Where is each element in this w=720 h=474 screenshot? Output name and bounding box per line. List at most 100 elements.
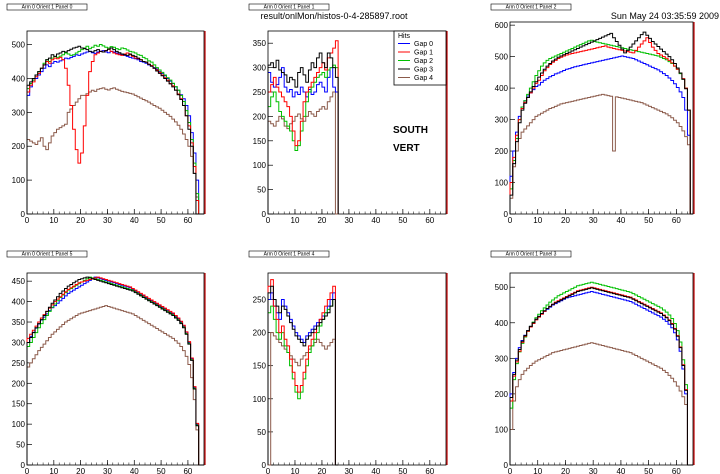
plot-frame bbox=[509, 272, 694, 466]
legend-entry-2: Gap 2 bbox=[414, 58, 433, 65]
x-tick-label: 30 bbox=[344, 216, 353, 225]
y-tick-label: 100 bbox=[12, 176, 26, 185]
x-tick-label: 40 bbox=[130, 216, 139, 225]
x-tick-label: 40 bbox=[616, 467, 625, 474]
x-tick-label: 60 bbox=[425, 216, 434, 225]
panel-4: Arm 0 Orient 1 Panel 4 0 50 100 150 200 250 0 10… bbox=[248, 250, 448, 474]
y-tick-label: 50 bbox=[16, 441, 25, 450]
x-tick-label: 60 bbox=[672, 467, 681, 474]
legend-entry-4: Gap 4 bbox=[414, 75, 433, 82]
y-tick-label: 300 bbox=[253, 64, 267, 73]
legend-title: Hits bbox=[398, 33, 411, 40]
series-0-histogram bbox=[509, 55, 693, 215]
y-tick-label: 300 bbox=[12, 338, 26, 347]
y-tick-label: 200 bbox=[253, 329, 267, 338]
y-tick-label: 500 bbox=[12, 41, 26, 50]
x-tick-label: 0 bbox=[508, 216, 513, 225]
y-tick-label: 0 bbox=[21, 210, 26, 219]
x-tick-label: 40 bbox=[371, 216, 380, 225]
x-tick-label: 10 bbox=[49, 467, 58, 474]
y-tick-label: 200 bbox=[253, 112, 267, 121]
y-tick-label: 100 bbox=[253, 161, 267, 170]
y-tick-label: 350 bbox=[253, 39, 267, 48]
plot-frame bbox=[509, 21, 694, 215]
y-tick-label: 500 bbox=[495, 53, 509, 62]
y-tick-label: 400 bbox=[12, 298, 26, 307]
file-path: result/onlMon/histos-0-4-285897.root bbox=[260, 11, 408, 21]
series-4-histogram bbox=[509, 93, 693, 215]
x-tick-label: 20 bbox=[317, 467, 326, 474]
y-tick-label: 100 bbox=[495, 179, 509, 188]
y-tick-label: 0 bbox=[504, 461, 509, 470]
y-tick-label: 250 bbox=[253, 88, 267, 97]
x-tick-label: 50 bbox=[157, 467, 166, 474]
series-3-histogram bbox=[267, 52, 339, 214]
x-tick-label: 30 bbox=[589, 467, 598, 474]
panel-3: Arm 0 Orient 1 Panel 5050100150200250300… bbox=[6, 250, 206, 474]
legend-entry-3: Gap 3 bbox=[414, 67, 433, 74]
series-1-histogram bbox=[267, 279, 339, 466]
x-tick-label: 30 bbox=[103, 216, 112, 225]
x-tick-label: 10 bbox=[291, 216, 300, 225]
x-tick-label: 0 bbox=[25, 467, 30, 474]
y-tick-label: 100 bbox=[253, 395, 267, 404]
y-tick-label: 100 bbox=[495, 425, 509, 434]
y-tick-label: 150 bbox=[253, 362, 267, 371]
panel-title-box bbox=[6, 3, 88, 11]
panel-title: Arm 0 Orient 1 Panel 4 bbox=[264, 252, 315, 258]
x-tick-label: 40 bbox=[130, 467, 139, 474]
legend-entry-1: Gap 1 bbox=[414, 50, 433, 57]
y-tick-label: 600 bbox=[495, 21, 509, 30]
y-tick-label: 0 bbox=[21, 461, 26, 470]
x-tick-label: 60 bbox=[672, 216, 681, 225]
y-tick-label: 300 bbox=[12, 108, 26, 117]
series-3-histogram bbox=[267, 285, 339, 466]
series-4-histogram bbox=[26, 87, 204, 215]
panel-0: Arm 0 Orient 1 Panel 0 0 100 200 300 400 500 0 1… bbox=[6, 3, 206, 225]
x-tick-label: 20 bbox=[317, 216, 326, 225]
x-tick-label: 0 bbox=[25, 216, 30, 225]
x-tick-label: 10 bbox=[533, 467, 542, 474]
y-tick-label: 0 bbox=[504, 210, 509, 219]
x-tick-label: 20 bbox=[561, 467, 570, 474]
series-3-histogram bbox=[26, 276, 204, 466]
x-tick-label: 50 bbox=[644, 216, 653, 225]
series-2-histogram bbox=[267, 64, 339, 214]
x-tick-label: 20 bbox=[561, 216, 570, 225]
series-3-histogram bbox=[509, 287, 693, 466]
panel-title: Arm 0 Orient 1 Panel 3 bbox=[506, 252, 557, 258]
timestamp: Sun May 24 03:35:59 2009 bbox=[611, 11, 719, 21]
x-tick-label: 0 bbox=[266, 467, 271, 474]
x-tick-label: 10 bbox=[533, 216, 542, 225]
y-tick-label: 150 bbox=[12, 400, 26, 409]
y-tick-label: 400 bbox=[495, 84, 509, 93]
series-4-histogram bbox=[509, 342, 693, 466]
panel-5: Arm 0 Orient 1 Panel 3 0 100 200 300 400 500 0 1… bbox=[490, 250, 695, 474]
legend-box bbox=[393, 30, 447, 86]
y-tick-label: 300 bbox=[495, 116, 509, 125]
y-tick-label: 50 bbox=[257, 428, 266, 437]
y-tick-label: 0 bbox=[262, 461, 267, 470]
x-tick-label: 20 bbox=[76, 216, 85, 225]
series-2-histogram bbox=[509, 39, 693, 215]
legend-entry-0: Gap 0 bbox=[414, 41, 433, 48]
x-tick-label: 60 bbox=[183, 467, 192, 474]
plot-frame bbox=[267, 272, 447, 466]
annotation-vert: VERT bbox=[393, 143, 420, 154]
x-tick-label: 0 bbox=[508, 467, 513, 474]
y-tick-label: 500 bbox=[495, 283, 509, 292]
y-tick-label: 200 bbox=[12, 142, 26, 151]
y-tick-label: 250 bbox=[253, 295, 267, 304]
y-tick-label: 50 bbox=[257, 186, 266, 195]
x-tick-label: 40 bbox=[371, 467, 380, 474]
y-tick-label: 300 bbox=[495, 354, 509, 363]
x-tick-label: 10 bbox=[49, 216, 58, 225]
x-tick-label: 30 bbox=[103, 467, 112, 474]
series-0-histogram bbox=[267, 67, 339, 214]
series-2-histogram bbox=[267, 298, 339, 466]
x-tick-label: 50 bbox=[157, 216, 166, 225]
